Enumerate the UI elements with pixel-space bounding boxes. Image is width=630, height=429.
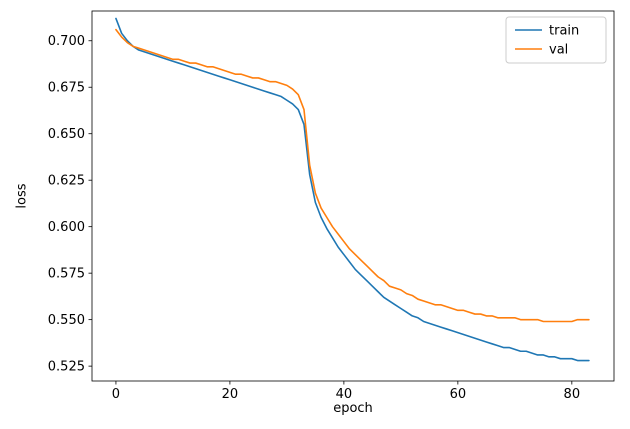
x-tick-label: 80 [564, 387, 581, 402]
y-axis-label: loss [14, 183, 30, 209]
y-tick-label: 0.575 [48, 267, 85, 282]
x-tick-label: 40 [336, 387, 353, 402]
legend-label-val: val [549, 43, 568, 58]
x-tick-label: 0 [112, 387, 120, 402]
y-tick-label: 0.650 [48, 127, 85, 142]
y-tick-label: 0.600 [48, 220, 85, 235]
x-tick-label: 20 [222, 387, 239, 402]
y-tick-label: 0.525 [48, 360, 85, 375]
plot-frame [91, 10, 615, 382]
legend-label-train: train [549, 24, 579, 39]
y-tick-label: 0.675 [48, 81, 85, 96]
x-axis-label: epoch [333, 401, 373, 416]
series-line-val [115, 28, 590, 323]
y-tick-label: 0.625 [48, 174, 85, 189]
x-tick-label: 60 [450, 387, 467, 402]
legend-box [505, 16, 607, 64]
series-line-train [115, 17, 590, 362]
y-tick-label: 0.550 [48, 313, 85, 328]
y-tick-label: 0.700 [48, 34, 85, 49]
